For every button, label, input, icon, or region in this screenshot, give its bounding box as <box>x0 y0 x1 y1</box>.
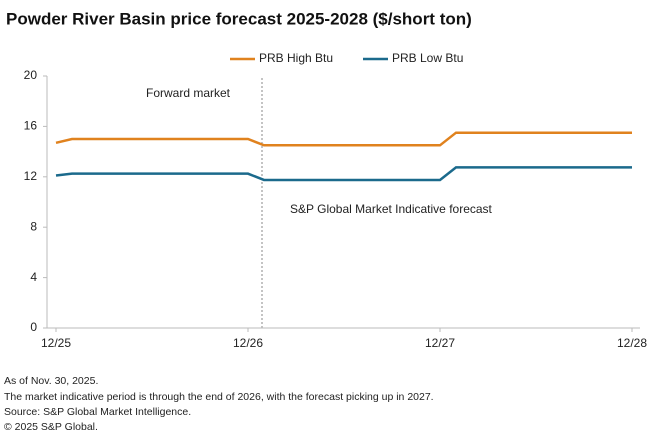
legend-label: PRB High Btu <box>259 51 333 65</box>
chart-title: Powder River Basin price forecast 2025-2… <box>6 9 472 28</box>
y-tick-label: 20 <box>24 68 38 82</box>
line <box>55 131 632 147</box>
footnote: The market indicative period is through … <box>4 391 434 403</box>
x-tick-label: 12/25 <box>41 336 71 350</box>
legend-label: PRB Low Btu <box>392 51 463 65</box>
line <box>55 166 632 182</box>
footnote: Source: S&P Global Market Intelligence. <box>4 406 191 418</box>
annotation: S&P Global Market Indicative forecast <box>290 202 493 216</box>
x-tick-label: 12/27 <box>425 336 455 350</box>
y-tick-label: 4 <box>30 270 37 284</box>
x-tick-label: 12/26 <box>233 336 263 350</box>
x-tick-label: 12/28 <box>617 336 647 350</box>
y-tick-label: 0 <box>30 320 37 334</box>
y-tick-label: 8 <box>30 219 37 233</box>
y-tick-label: 12 <box>24 169 38 183</box>
footnote: © 2025 S&P Global. <box>4 421 98 433</box>
footnote: As of Nov. 30, 2025. <box>4 375 98 387</box>
annotation: Forward market <box>146 86 231 100</box>
y-tick-label: 16 <box>24 119 38 133</box>
